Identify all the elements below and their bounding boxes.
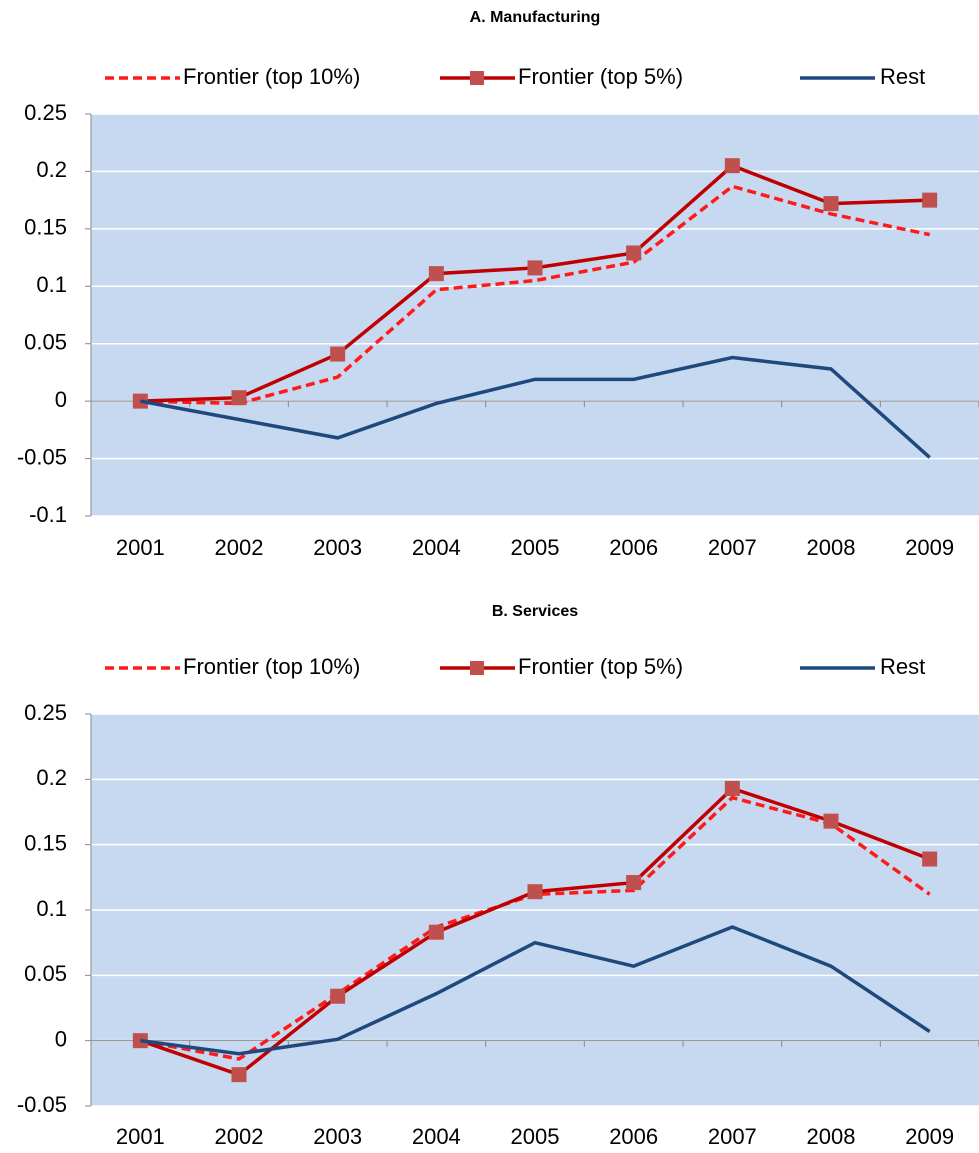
x-tick-label: 2009	[905, 535, 954, 560]
point-marker	[626, 245, 642, 261]
y-tick-label: 0.05	[24, 330, 67, 355]
legend-label: Frontier (top 5%)	[518, 64, 683, 89]
point-marker	[724, 780, 740, 796]
legend-label: Rest	[880, 654, 925, 679]
point-marker	[922, 192, 938, 208]
x-tick-label: 2008	[807, 1124, 856, 1149]
point-marker	[428, 924, 444, 940]
chart-title: A. Manufacturing	[470, 9, 601, 26]
point-marker	[724, 158, 740, 174]
legend-label: Frontier (top 10%)	[183, 64, 360, 89]
y-tick-label: 0.1	[36, 272, 67, 297]
chart-title: B. Services	[492, 603, 578, 620]
x-tick-label: 2007	[708, 535, 757, 560]
y-tick-label: 0	[55, 387, 67, 412]
y-tick-label: 0	[55, 1026, 67, 1051]
x-tick-label: 2001	[116, 1124, 165, 1149]
x-tick-label: 2004	[412, 1124, 461, 1149]
x-tick-label: 2007	[708, 1124, 757, 1149]
point-marker	[428, 266, 444, 282]
legend-label: Frontier (top 5%)	[518, 654, 683, 679]
series-line	[140, 355, 931, 459]
point-marker	[527, 884, 543, 900]
point-marker	[330, 988, 346, 1004]
x-tick-label: 2006	[609, 1124, 658, 1149]
y-tick-label: 0.2	[36, 157, 67, 182]
x-tick-label: 2002	[215, 1124, 264, 1149]
y-tick-label: -0.05	[17, 444, 67, 469]
point-marker	[823, 196, 839, 212]
y-tick-label: 0.1	[36, 896, 67, 921]
y-tick-label: -0.1	[29, 502, 67, 527]
legend-marker	[470, 661, 484, 675]
point-marker	[330, 346, 346, 362]
legend-label: Frontier (top 10%)	[183, 654, 360, 679]
x-tick-label: 2004	[412, 535, 461, 560]
y-tick-label: 0.25	[24, 700, 67, 725]
y-tick-label: 0.15	[24, 215, 67, 240]
x-tick-label: 2008	[807, 535, 856, 560]
point-marker	[231, 390, 247, 406]
point-marker	[922, 851, 938, 867]
x-tick-label: 2006	[609, 535, 658, 560]
x-tick-label: 2002	[215, 535, 264, 560]
point-marker	[527, 260, 543, 276]
x-tick-label: 2001	[116, 535, 165, 560]
point-marker	[823, 813, 839, 829]
plot-area	[91, 114, 979, 516]
point-marker	[626, 875, 642, 891]
series-line	[140, 925, 931, 1056]
x-tick-label: 2009	[905, 1124, 954, 1149]
x-tick-label: 2005	[511, 1124, 560, 1149]
point-marker	[231, 1067, 247, 1083]
x-tick-label: 2003	[313, 535, 362, 560]
y-tick-label: 0.15	[24, 830, 67, 855]
y-tick-label: -0.05	[17, 1092, 67, 1117]
legend-label: Rest	[880, 64, 925, 89]
series-line	[140, 184, 931, 406]
y-tick-label: 0.25	[24, 100, 67, 125]
legend-marker	[470, 71, 484, 85]
x-tick-label: 2003	[313, 1124, 362, 1149]
y-tick-label: 0.05	[24, 961, 67, 986]
x-tick-label: 2005	[511, 535, 560, 560]
y-tick-label: 0.2	[36, 765, 67, 790]
